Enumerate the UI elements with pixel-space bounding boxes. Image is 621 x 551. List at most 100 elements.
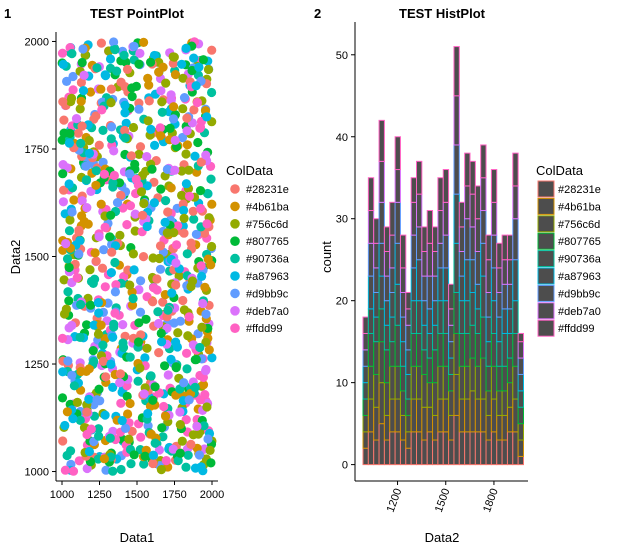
- hist-bar-segment: [469, 390, 476, 433]
- scatter-point: [82, 320, 92, 330]
- hist-bar-segment: [490, 201, 498, 236]
- scatter-point: [118, 320, 128, 330]
- hist-bar-segment: [448, 390, 455, 416]
- scatter-point: [106, 210, 116, 220]
- hist-bar-segment: [399, 341, 407, 367]
- scatter-point: [92, 63, 102, 73]
- hist-bar-segment: [432, 251, 439, 277]
- scatter-point: [84, 394, 94, 404]
- scatter-point: [175, 420, 185, 430]
- scatter-point: [162, 228, 172, 238]
- scatter-point: [68, 71, 78, 82]
- hist-bar-segment: [405, 398, 412, 416]
- scatter-point: [148, 458, 158, 469]
- scatter-point: [63, 356, 73, 366]
- scatter-point: [148, 297, 158, 307]
- hist-bar-segment: [373, 291, 380, 318]
- scatter-point: [57, 48, 68, 58]
- scatter-point: [148, 450, 158, 460]
- scatter-point: [109, 170, 119, 181]
- scatter-point: [112, 198, 123, 208]
- scatter-point: [158, 297, 168, 307]
- scatter-point: [96, 199, 106, 209]
- hist-bar-segment: [432, 300, 439, 326]
- scatter-point: [178, 295, 188, 306]
- scatter-point: [158, 432, 168, 442]
- scatter-point: [136, 276, 146, 286]
- scatter-point: [190, 151, 200, 161]
- scatter-point: [105, 54, 116, 64]
- scatter-point: [139, 459, 149, 469]
- hist-bar-segment: [383, 275, 391, 302]
- hist-bar-segment: [490, 365, 498, 400]
- scatter-point: [116, 398, 126, 408]
- scatter-point: [146, 371, 156, 381]
- scatter-point: [75, 104, 85, 114]
- scatter-point: [58, 367, 68, 377]
- point-plot-legend-key: [230, 323, 240, 334]
- scatter-point: [93, 424, 104, 434]
- hist-bar-segment: [421, 439, 428, 466]
- scatter-point: [107, 247, 117, 257]
- scatter-point: [99, 245, 109, 255]
- scatter-point: [170, 165, 180, 175]
- scatter-point: [190, 382, 200, 392]
- scatter-point: [108, 178, 118, 188]
- hist-bar-segment: [458, 251, 466, 277]
- scatter-point: [181, 149, 191, 159]
- point-plot-legend-key: [230, 236, 240, 246]
- scatter-point: [61, 304, 71, 314]
- hist-bar-segment: [517, 439, 525, 457]
- hist-bar-segment: [485, 414, 492, 441]
- scatter-point: [98, 340, 108, 350]
- scatter-point: [154, 67, 164, 77]
- scatter-point: [96, 320, 106, 330]
- hist-bar-segment: [453, 291, 460, 334]
- point-plot-title: TEST PointPlot: [90, 6, 185, 21]
- hist-plot-legend-key: [537, 267, 555, 285]
- hist-bar-segment: [432, 226, 439, 253]
- scatter-point: [205, 445, 215, 455]
- hist-bar-segment: [421, 406, 428, 441]
- scatter-point: [77, 121, 87, 131]
- point-plot-y-tick-label: 2000: [25, 36, 49, 48]
- hist-bar-segment: [512, 218, 519, 261]
- scatter-point: [201, 337, 211, 347]
- scatter-point: [57, 135, 67, 145]
- scatter-point: [143, 116, 153, 126]
- scatter-point: [201, 309, 211, 319]
- scatter-point: [196, 203, 206, 214]
- scatter-point: [74, 249, 84, 259]
- scatter-point: [177, 59, 187, 69]
- scatter-point: [150, 140, 160, 150]
- hist-bar-segment: [474, 332, 482, 367]
- hist-bar-segment: [426, 382, 434, 408]
- scatter-point: [167, 288, 177, 298]
- hist-plot-legend-label: #756c6d: [558, 219, 600, 231]
- scatter-point: [182, 126, 192, 136]
- hist-plot-y-tick-label: 40: [336, 132, 348, 144]
- scatter-point: [139, 37, 149, 48]
- hist-bar-segment: [373, 439, 380, 466]
- scatter-point: [67, 207, 77, 217]
- scatter-point: [169, 52, 179, 62]
- hist-bar-segment: [421, 324, 428, 351]
- scatter-point: [127, 83, 137, 93]
- hist-bar-segment: [490, 267, 498, 302]
- scatter-point: [76, 77, 86, 88]
- scatter-point: [182, 348, 192, 358]
- scatter-point: [179, 378, 189, 388]
- hist-bar-segment: [501, 414, 508, 441]
- point-plot-legend-key: [230, 201, 240, 212]
- scatter-point: [61, 239, 71, 249]
- point-plot-legend-label: #4b61ba: [246, 201, 290, 213]
- hist-bar-segment: [432, 439, 439, 466]
- hist-bar-segment: [474, 283, 482, 310]
- scatter-point: [177, 132, 188, 143]
- scatter-point: [62, 76, 72, 86]
- scatter-point: [125, 352, 135, 362]
- scatter-point: [189, 105, 199, 115]
- scatter-point: [94, 384, 104, 394]
- scatter-point: [91, 166, 101, 176]
- scatter-point: [202, 219, 212, 229]
